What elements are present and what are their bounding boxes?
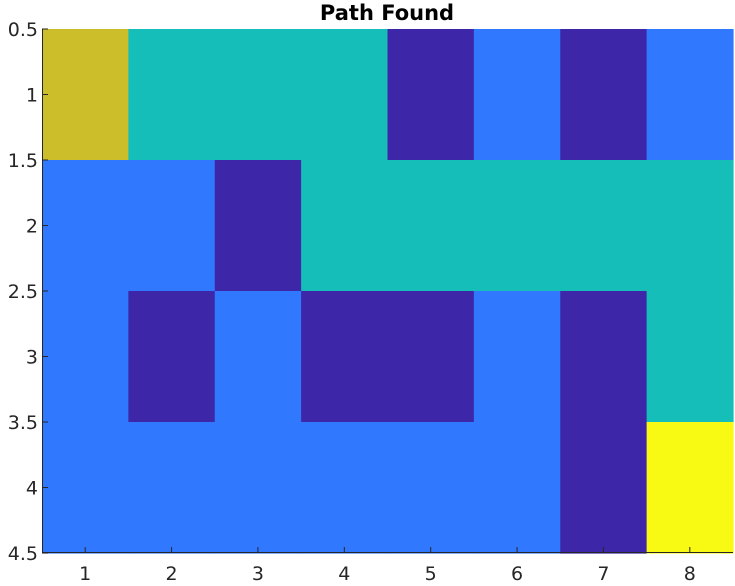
x-tick-label: 2 — [166, 563, 178, 585]
heatmap-cell-r3-c5 — [387, 291, 475, 423]
x-tick-label: 8 — [684, 563, 696, 585]
heatmap-cell-r3-c6 — [473, 291, 561, 423]
x-tick-label: 6 — [511, 563, 523, 585]
heatmap-cell-r3-c4 — [301, 291, 389, 423]
heatmap-cell-r4-c2 — [128, 422, 216, 554]
heatmap-cell-r2-c7 — [560, 160, 648, 292]
y-axis-ticks: 0.5 1 1.5 2 2.5 3 3.5 4 4.5 — [8, 19, 48, 565]
y-tick-label: 1.5 — [8, 150, 38, 172]
heatmap-cell-r1-c1 — [42, 29, 129, 161]
heatmap-cell-r2-c1 — [42, 160, 129, 292]
x-tick-label: 7 — [597, 563, 609, 585]
heatmap-cell-r3-c8 — [646, 291, 734, 423]
heatmap-cell-r1-c5 — [387, 29, 475, 161]
heatmap-cell-r3-c7 — [560, 291, 648, 423]
x-axis-ticks: 1 2 3 4 5 6 7 8 — [79, 547, 696, 585]
heatmap-cell-r2-c2 — [128, 160, 216, 292]
y-tick-label: 1 — [26, 85, 38, 107]
heatmap-cell-r1-c6 — [473, 29, 561, 161]
y-tick-label: 2 — [26, 216, 38, 238]
y-tick-label: 3 — [26, 347, 38, 369]
heatmap-cell-r2-c6 — [473, 160, 561, 292]
heatmap-cell-r2-c5 — [387, 160, 475, 292]
heatmap-cell-r4-c8 — [646, 422, 734, 554]
heatmap-cell-r1-c3 — [214, 29, 302, 161]
heatmap-cell-r3-c1 — [42, 291, 129, 423]
x-tick-label: 1 — [79, 563, 91, 585]
heatmap-cell-r3-c3 — [214, 291, 302, 423]
x-tick-label: 3 — [252, 563, 264, 585]
heatmap-cells — [42, 29, 734, 554]
heatmap-cell-r1-c4 — [301, 29, 389, 161]
heatmap-cell-r4-c6 — [473, 422, 561, 554]
heatmap-cell-r3-c2 — [128, 291, 216, 423]
heatmap-cell-r4-c1 — [42, 422, 129, 554]
heatmap-cell-r2-c8 — [646, 160, 734, 292]
y-tick-label: 3.5 — [8, 412, 38, 434]
x-tick-label: 4 — [338, 563, 350, 585]
heatmap-cell-r2-c3 — [214, 160, 302, 292]
heatmap-cell-r1-c8 — [646, 29, 734, 161]
heatmap-cell-r4-c5 — [387, 422, 475, 554]
heatmap-cell-r1-c2 — [128, 29, 216, 161]
x-tick-label: 5 — [425, 563, 437, 585]
y-tick-label: 0.5 — [8, 19, 38, 41]
heatmap-cell-r4-c3 — [214, 422, 302, 554]
heatmap-cell-r2-c4 — [301, 160, 389, 292]
y-tick-label: 2.5 — [8, 281, 38, 303]
chart-title: Path Found — [320, 1, 454, 25]
heatmap-cell-r4-c7 — [560, 422, 648, 554]
y-tick-label: 4.5 — [8, 543, 38, 565]
heatmap-cell-r1-c7 — [560, 29, 648, 161]
heatmap-cell-r4-c4 — [301, 422, 389, 554]
y-tick-label: 4 — [26, 478, 38, 500]
